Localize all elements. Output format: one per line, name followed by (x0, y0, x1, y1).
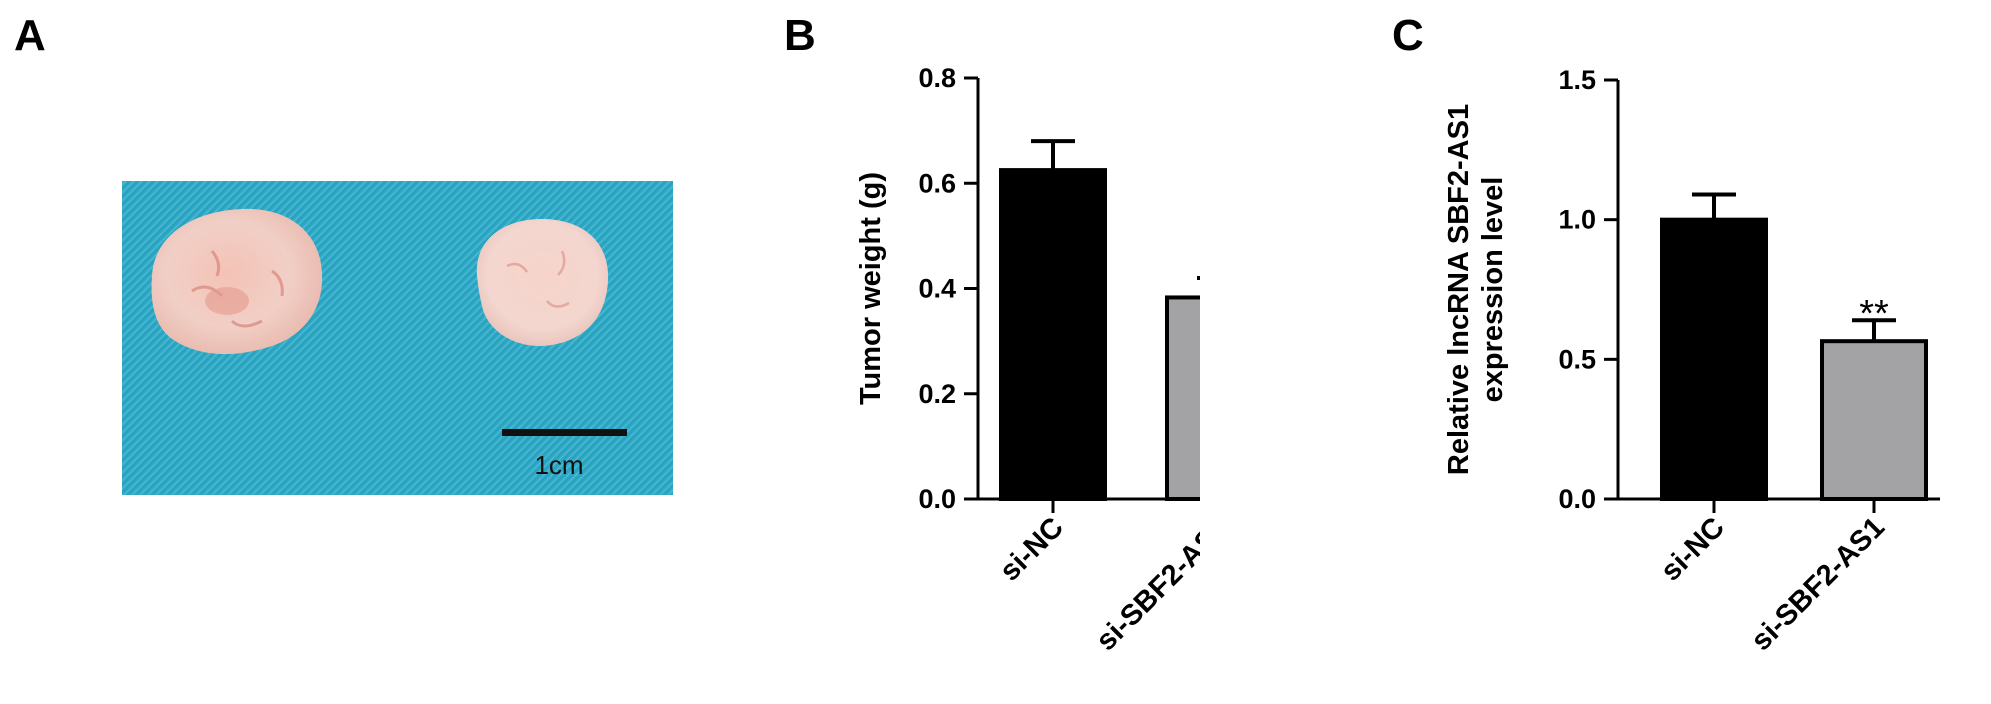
bar-1 (999, 168, 1107, 501)
tumor-photo-drawing: 1cm (122, 181, 673, 495)
y-tick-label: 0.2 (918, 379, 956, 409)
category-label: si-NC (994, 511, 1070, 587)
tumor-1-vessels (191, 250, 284, 328)
y-tick-label: 0.0 (1558, 484, 1596, 514)
tumor-photo: 1cm (122, 181, 673, 495)
y-axis-label: Tumor weight (g) (855, 172, 887, 405)
y-axis-label-line: Relative lncRNA SBF2-AS1 (1443, 104, 1475, 475)
y-tick-label: 0.5 (1558, 344, 1596, 374)
y-tick-label: 0.0 (918, 484, 956, 514)
category-label: si-NC (1655, 511, 1731, 587)
scale-bar (502, 429, 627, 436)
category-label: si-SBF2-AS1 (1745, 511, 1891, 657)
expression-level-chart: 0.0 0.5 1.0 1.5 Relative lncRNA SBF2-AS1expr… (1443, 65, 1940, 657)
y-tick-label: 0.6 (918, 168, 956, 198)
tumor-1 (151, 208, 323, 355)
panel-letter-c: C (1392, 11, 1424, 60)
y-axis-label: Relative lncRNA SBF2-AS1expression level (1443, 104, 1509, 475)
y-tick-label: 1.0 (1558, 205, 1596, 235)
tumor-1-redspot (205, 287, 249, 315)
bar-2 (1165, 295, 1200, 502)
scale-bar-label: 1cm (534, 450, 583, 480)
panel-letter-b: B (784, 11, 816, 60)
bar-2 (1820, 339, 1928, 501)
tumor-2-vessels (506, 250, 570, 308)
y-axis-label-line: expression level (1477, 177, 1509, 403)
tumor-2 (476, 219, 609, 347)
y-tick-label: 0.8 (918, 63, 956, 93)
bar-1 (1660, 217, 1768, 502)
category-label: si-SBF2-AS1 (1090, 511, 1200, 657)
significance-marker: ** (1859, 293, 1889, 335)
panel-letter-a: A (14, 11, 46, 60)
y-tick-label: 0.4 (918, 274, 956, 304)
y-tick-label: 1.5 (1558, 65, 1596, 95)
